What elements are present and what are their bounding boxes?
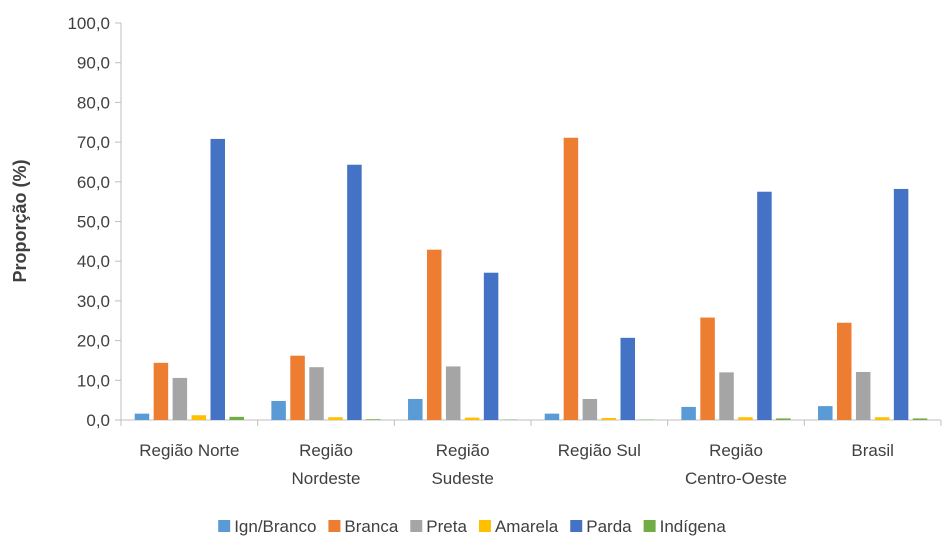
y-tick-label: 60,0 — [77, 173, 110, 192]
legend-entry-label: Branca — [344, 517, 398, 536]
bar-preta-2 — [446, 366, 461, 420]
bar-ind-gena-5 — [913, 418, 928, 420]
bar-amarela-3 — [602, 418, 617, 420]
bar-parda-4 — [757, 192, 772, 420]
x-category-label: Região Norte — [139, 441, 239, 460]
bar-ign-branco-0 — [135, 414, 150, 420]
x-category-label: Região Sul — [558, 441, 641, 460]
x-category-label-line: Região — [436, 441, 490, 460]
bar-ign-branco-3 — [545, 414, 560, 420]
bar-ind-gena-1 — [366, 419, 381, 420]
bar-ign-branco-1 — [271, 401, 286, 420]
x-category-label: Região Centro-Oeste — [685, 441, 787, 488]
legend-swatch — [218, 520, 230, 532]
y-tick-label: 100,0 — [67, 14, 110, 33]
y-tick-label: 30,0 — [77, 292, 110, 311]
legend-entry-label: Parda — [586, 517, 632, 536]
x-category-label-line: Região Norte — [139, 441, 239, 460]
legend-entry-label: Ign/Branco — [234, 517, 316, 536]
y-axis: 0,0 10,0 20,0 30,0 40,0 50,0 60,0 70,0 80,0 90,0 1… — [67, 14, 121, 430]
y-tick-label: 80,0 — [77, 93, 110, 112]
legend-entry-label: Preta — [426, 517, 467, 536]
x-category-label: Região Sudeste — [431, 441, 493, 488]
x-category-label-line: Região — [299, 441, 353, 460]
x-category-label-line: Brasil — [851, 441, 894, 460]
bar-branca-0 — [154, 363, 169, 420]
y-tick-label: 20,0 — [77, 332, 110, 351]
bar-preta-5 — [856, 372, 871, 420]
bar-amarela-4 — [738, 417, 753, 420]
bar-ign-branco-5 — [818, 406, 833, 420]
bar-branca-4 — [700, 318, 715, 420]
bar-parda-0 — [211, 139, 226, 420]
bar-branca-2 — [427, 250, 442, 420]
bar-ind-gena-4 — [776, 418, 791, 420]
bar-branca-5 — [837, 323, 852, 420]
bar-ign-branco-2 — [408, 399, 423, 420]
x-category-label-line: Região Sul — [558, 441, 641, 460]
x-category-label-line: Sudeste — [431, 469, 493, 488]
bar-amarela-1 — [328, 417, 343, 420]
bar-preta-3 — [583, 399, 598, 420]
x-category-label: Região Nordeste — [292, 441, 361, 488]
bar-amarela-5 — [875, 417, 890, 420]
bar-branca-1 — [290, 356, 305, 420]
bar-parda-3 — [621, 338, 636, 420]
bar-ign-branco-4 — [681, 407, 696, 420]
y-tick-label: 90,0 — [77, 54, 110, 73]
legend-swatch — [328, 520, 340, 532]
legend-swatch — [570, 520, 582, 532]
bar-preta-1 — [309, 367, 324, 420]
legend-swatch — [644, 520, 656, 532]
legend-swatch — [479, 520, 491, 532]
x-category-label-line: Nordeste — [292, 469, 361, 488]
legend-entry-label: Amarela — [495, 517, 559, 536]
y-tick-label: 50,0 — [77, 213, 110, 232]
y-tick-label: 10,0 — [77, 371, 110, 390]
x-category-label-line: Região — [709, 441, 763, 460]
bars-group — [135, 138, 928, 420]
bar-ind-gena-0 — [229, 417, 244, 420]
y-tick-label: 0,0 — [86, 411, 110, 430]
y-axis-label: Proporção (%) — [10, 159, 30, 282]
bar-parda-2 — [484, 273, 499, 420]
y-tick-label: 40,0 — [77, 252, 110, 271]
x-category-label-line: Centro-Oeste — [685, 469, 787, 488]
legend: Ign/Branco Branca Preta Amarela Parda Indígen… — [218, 517, 726, 536]
bar-parda-5 — [894, 189, 909, 420]
bar-preta-4 — [719, 372, 734, 420]
legend-entry-label: Indígena — [660, 517, 727, 536]
bar-branca-3 — [564, 138, 579, 420]
bar-parda-1 — [347, 165, 362, 420]
bar-amarela-2 — [465, 418, 480, 420]
x-category-label: Brasil — [851, 441, 894, 460]
y-tick-label: 70,0 — [77, 133, 110, 152]
bar-preta-0 — [173, 378, 188, 420]
legend-swatch — [410, 520, 422, 532]
bar-amarela-0 — [192, 415, 207, 420]
